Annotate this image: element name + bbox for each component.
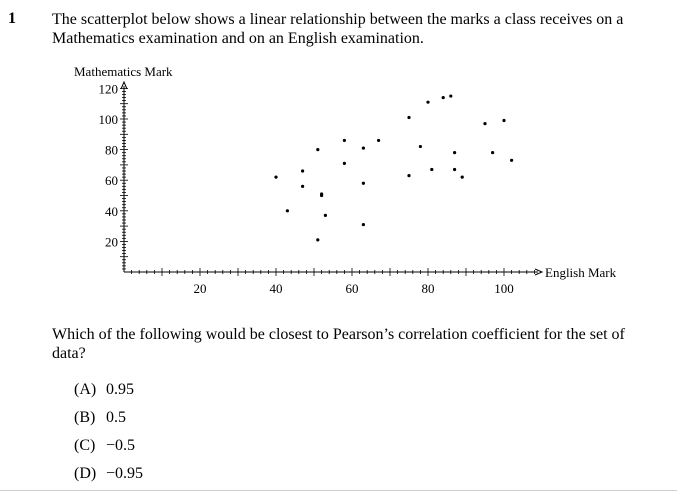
y-tick-label: 40 [105,204,118,219]
data-point [342,161,346,165]
y-tick-label: 100 [99,112,119,127]
data-point [361,181,365,185]
data-point [407,115,411,120]
data-point [453,151,457,155]
data-point [377,138,381,143]
data-point [491,151,495,155]
x-tick-label: 40 [270,281,283,296]
x-tick-label: 20 [194,281,207,296]
y-tick-label: 120 [99,81,119,96]
data-point [460,175,464,179]
option-a[interactable]: (A) 0.95 [74,380,143,408]
stem-line-2: Mathematics examination and on an Englis… [52,30,424,47]
option-letter: (A) [74,381,97,398]
data-point [407,174,411,178]
data-point [441,95,445,100]
question-number: 1 [8,10,16,27]
option-letter: (D) [74,465,97,482]
data-point [301,169,305,173]
data-point [320,193,324,198]
data-point [449,94,453,98]
option-value: 0.95 [106,381,134,398]
data-point [510,158,514,162]
x-tick-label: 60 [346,281,359,296]
x-axis-label: English Mark [545,265,617,280]
data-point [323,213,327,217]
y-tick-label: 20 [105,234,118,249]
question-prompt: Which of the following would be closest … [52,326,625,362]
data-point [502,118,506,123]
data-point [316,238,320,242]
stem-line-1: The scatterplot below shows a linear rel… [52,11,624,28]
x-tick-label: 100 [494,281,514,296]
option-value: −0.5 [106,437,136,454]
option-c[interactable]: (C) −0.5 [74,436,143,464]
data-point [483,121,487,126]
data-point [430,167,434,172]
data-point [301,184,305,188]
data-point [426,100,430,104]
option-value: −0.95 [106,465,144,482]
data-point [274,175,278,179]
data-point [285,209,289,213]
data-point [342,138,346,143]
data-point [361,222,365,227]
option-d[interactable]: (D) −0.95 [74,464,143,492]
question-stem: The scatterplot below shows a linear rel… [52,10,652,48]
data-point [361,146,365,150]
x-tick-label: 80 [422,281,435,296]
answer-options: (A) 0.95 (B) 0.5 (C) −0.5 (D) −0.95 [74,380,143,492]
scatterplot: 20 40 60 80 100 20 40 60 80 100 120 English Mark Mat… [74,64,617,296]
option-b[interactable]: (B) 0.5 [74,408,143,436]
y-tick-label: 60 [105,173,118,188]
y-tick-label: 80 [105,143,118,158]
y-axis-arrow [120,80,128,90]
data-point [316,148,320,152]
option-letter: (C) [74,437,96,454]
option-value: 0.5 [106,409,126,426]
option-letter: (B) [74,409,96,426]
page-divider [0,490,677,491]
x-axis-arrow [534,268,544,276]
y-axis-label: Mathematics Mark [74,64,173,79]
data-point [418,144,422,149]
data-point [453,167,457,172]
